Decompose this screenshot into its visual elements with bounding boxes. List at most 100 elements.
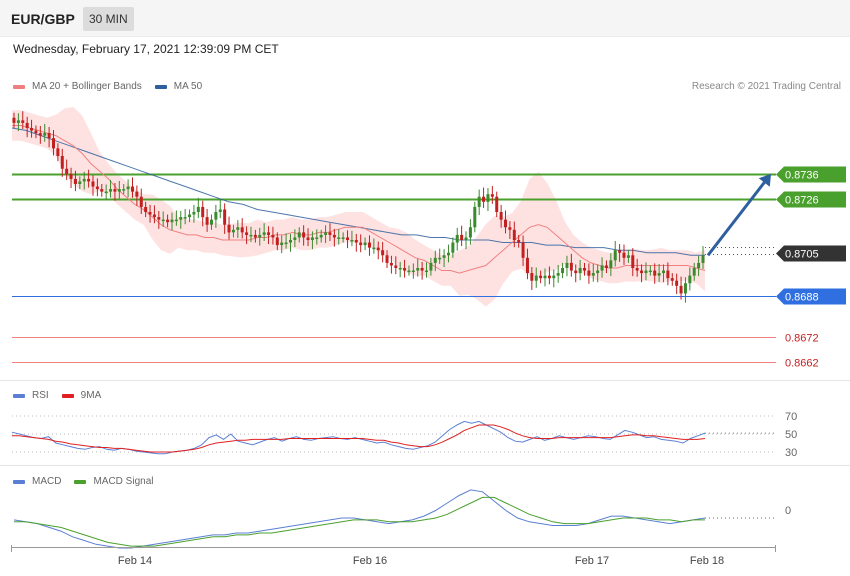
candle [561,262,565,279]
candle [381,242,385,263]
candle-body [43,133,47,136]
candle [328,223,332,242]
candle-body [209,219,213,225]
level-label: 0.8688 [785,292,819,304]
candle-body [679,285,683,294]
level-label: 0.8726 [785,195,819,207]
candle [622,244,626,265]
candle-body [205,217,209,225]
candle-body [157,217,161,220]
rsi-ma-line [12,424,706,453]
candle [293,229,297,248]
candle-body [161,219,165,222]
candle-body [670,278,674,281]
candles [12,111,705,303]
candle-body [183,217,187,219]
candle-body [152,214,156,218]
candle [569,253,573,277]
candle [372,238,376,254]
timeframe-badge[interactable]: 30 MIN [83,7,134,31]
level-tag-resistance [776,191,846,208]
candle [534,267,538,288]
candle-body [231,229,235,233]
candle-body [525,257,529,274]
candle [69,167,73,189]
candle-body [346,237,350,240]
candle [398,261,402,278]
candle-body [25,122,29,128]
candle [43,123,47,142]
candle-body [504,219,508,228]
candle-body [512,229,516,240]
candle-body [179,217,183,220]
macd-signal-legend-label: MACD Signal [93,476,154,487]
candle [411,263,415,279]
candle-body [499,212,503,220]
candle [359,234,363,253]
candle-body [683,283,687,294]
candle-body [460,234,464,240]
level-label: 0.8736 [785,170,819,182]
candle [626,250,630,263]
candle-body [332,234,336,238]
candle-body [648,270,652,273]
candle [552,269,556,288]
level-tag-resistance [776,166,846,183]
candle-body [455,234,459,243]
candle-body [587,270,591,276]
x-axis-label: Feb 18 [690,555,724,567]
candle [499,204,503,228]
rsi-legend: RSI 9MA [13,390,101,401]
candle-body [381,250,385,256]
candle [504,210,508,234]
candle [21,111,25,130]
candle [12,112,16,128]
symbol-title: EUR/GBP [11,11,75,27]
candle [38,125,42,144]
candle-body [104,191,108,194]
candle [697,255,701,277]
candle [78,176,82,190]
candle [196,197,200,219]
candle-body [561,268,565,274]
candle [389,255,393,274]
candle-body [578,268,582,274]
candle [280,235,284,254]
candle-body [600,265,604,271]
candle-body [319,234,323,238]
candle [100,184,104,197]
candle [613,241,617,267]
candle [170,212,174,231]
candle-body [490,194,494,197]
candle-body [464,237,468,240]
candle [403,259,407,278]
rsi-swatch [13,393,25,398]
candle-body [622,252,626,258]
candle-body [130,186,134,192]
candle-body [618,250,622,253]
macd-signal-swatch [74,479,87,484]
candle-body [60,156,64,169]
candle [609,253,613,277]
candle-body [100,189,104,192]
chart-datetime: Wednesday, February 17, 2021 12:39:09 PM… [13,42,279,56]
candle-body [328,232,332,235]
level-tag-support [776,288,846,305]
candle [73,170,77,192]
rsi-legend-label: RSI [32,390,49,401]
candle-body [354,240,358,243]
candle-body [258,234,262,238]
candle [104,184,108,200]
candle [525,248,529,280]
candle-body [403,268,407,271]
candle [262,223,266,242]
candle-body [293,237,297,240]
candle [183,208,187,225]
candle [683,277,687,303]
candle-body [144,206,148,212]
candle [420,261,424,280]
candle-body [495,196,499,212]
candle-body [688,275,692,284]
candle-body [166,219,170,223]
